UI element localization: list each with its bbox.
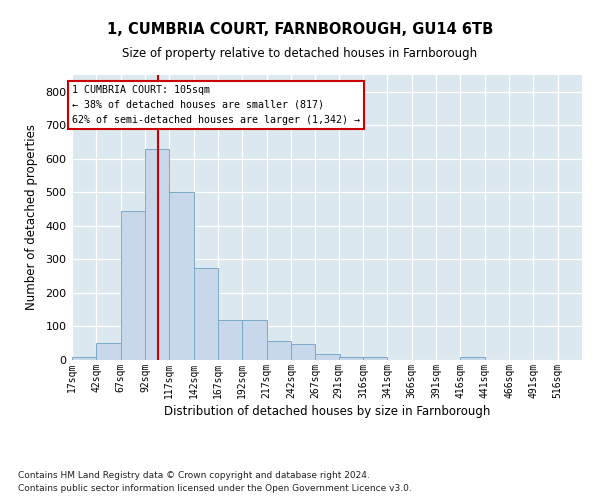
Bar bbox=[121, 211, 145, 360]
Text: Contains HM Land Registry data © Crown copyright and database right 2024.: Contains HM Land Registry data © Crown c… bbox=[18, 470, 370, 480]
Bar bbox=[169, 192, 194, 360]
Bar bbox=[460, 358, 485, 360]
Bar bbox=[242, 320, 266, 360]
Bar bbox=[316, 354, 340, 360]
Bar bbox=[97, 343, 121, 360]
Bar bbox=[363, 356, 388, 360]
Bar bbox=[218, 320, 242, 360]
Bar bbox=[145, 149, 169, 360]
Text: Size of property relative to detached houses in Farnborough: Size of property relative to detached ho… bbox=[122, 48, 478, 60]
Bar bbox=[338, 356, 363, 360]
Bar bbox=[72, 356, 97, 360]
Bar bbox=[291, 344, 316, 360]
Text: Contains public sector information licensed under the Open Government Licence v3: Contains public sector information licen… bbox=[18, 484, 412, 493]
Text: 1 CUMBRIA COURT: 105sqm
← 38% of detached houses are smaller (817)
62% of semi-d: 1 CUMBRIA COURT: 105sqm ← 38% of detache… bbox=[73, 85, 361, 124]
X-axis label: Distribution of detached houses by size in Farnborough: Distribution of detached houses by size … bbox=[164, 405, 490, 418]
Bar bbox=[266, 340, 291, 360]
Text: 1, CUMBRIA COURT, FARNBOROUGH, GU14 6TB: 1, CUMBRIA COURT, FARNBOROUGH, GU14 6TB bbox=[107, 22, 493, 38]
Bar bbox=[194, 268, 218, 360]
Y-axis label: Number of detached properties: Number of detached properties bbox=[25, 124, 38, 310]
